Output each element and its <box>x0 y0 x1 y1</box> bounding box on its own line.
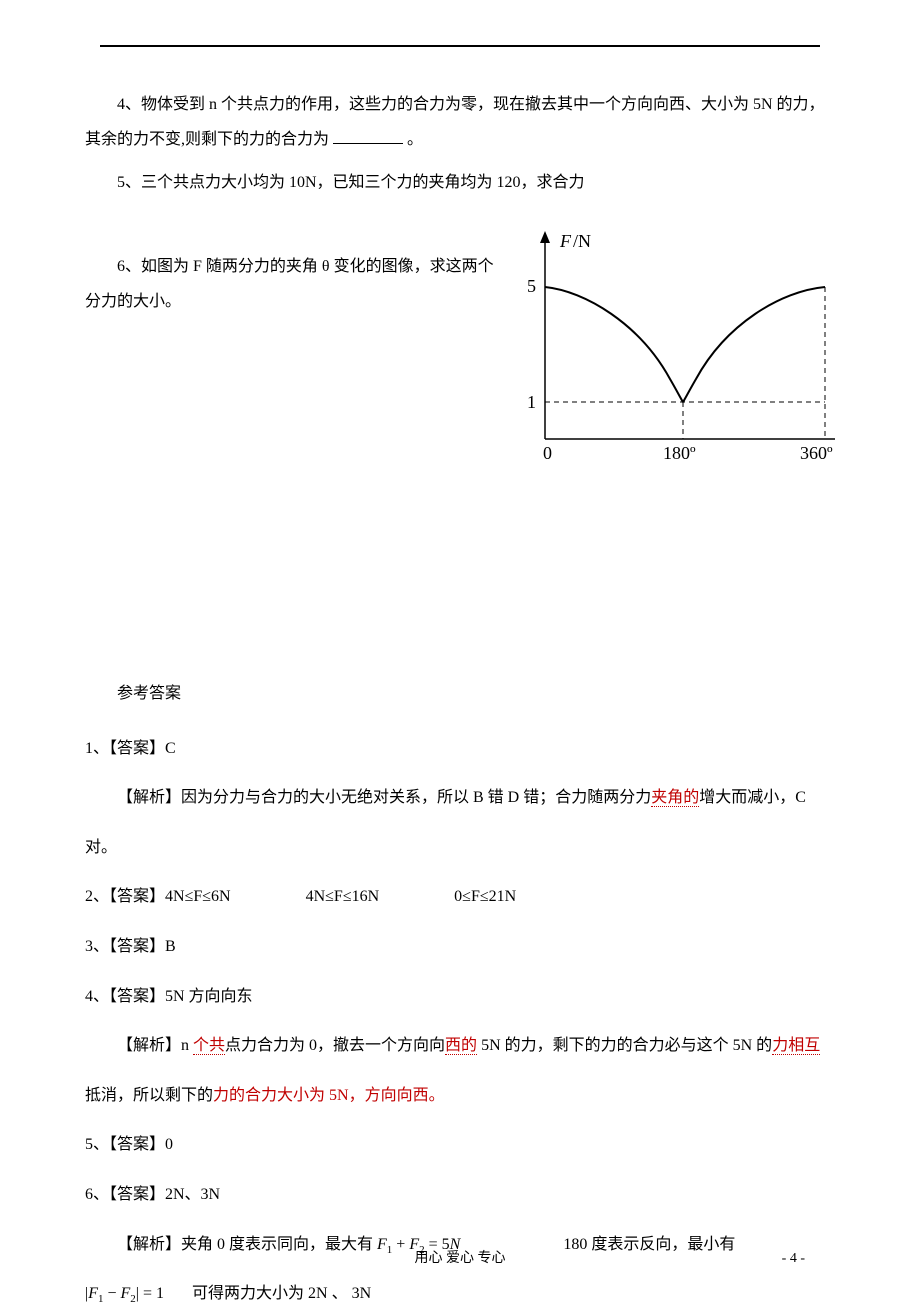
answer-1-label: 1、【答案】C <box>85 728 835 770</box>
a6-f2b: F <box>121 1285 131 1302</box>
chart-y-label: F <box>559 231 572 251</box>
a6-f2a: F <box>88 1285 98 1302</box>
a4-red3: 力相互 <box>772 1037 820 1055</box>
question-6-wrapper: 6、如图为 F 随两分力的夹角 θ 变化的图像，求这两个 分力的大小。 F /N… <box>85 249 835 529</box>
a1-end: 对。 <box>85 827 835 869</box>
answer-6-label: 6、【答案】2N、3N <box>85 1174 835 1216</box>
a2-v2: 4N≤F≤16N <box>306 876 380 918</box>
chart-ytick-1: 1 <box>527 392 536 412</box>
a4-p3: 5N 的力，剩下的力的合力必与这个 5N 的 <box>477 1037 772 1054</box>
chart-y-label-unit: /N <box>573 231 591 251</box>
q4-suffix: 。 <box>407 131 423 148</box>
header-rule <box>100 45 820 47</box>
answer-1-explain: 【解析】因为分力与合力的大小无绝对关系，所以 B 错 D 错；合力随两分力夹角的… <box>85 777 835 819</box>
question-5: 5、三个共点力大小均为 10N，已知三个力的夹角均为 120，求合力 <box>85 165 835 200</box>
q6-line2: 分力的大小。 <box>85 284 495 319</box>
answer-6-explain-line2: |F1 − F2| = 1 可得两力大小为 2N 、 3N <box>85 1273 835 1315</box>
chart-xtick-180: 180º <box>663 443 696 463</box>
a2-label: 2、【答案】 <box>85 888 165 905</box>
question-6-text: 6、如图为 F 随两分力的夹角 θ 变化的图像，求这两个 分力的大小。 <box>85 249 495 319</box>
a1-mid: 增大而减小，C <box>699 789 806 806</box>
a2-v1: 4N≤F≤6N <box>165 888 231 905</box>
answer-2: 2、【答案】4N≤F≤6N 4N≤F≤16N 0≤F≤21N <box>85 876 835 918</box>
a2-v3: 0≤F≤21N <box>454 876 516 918</box>
a1-p1: 【解析】因为分力与合力的大小无绝对关系，所以 B 错 D 错；合力随两分力 <box>117 789 651 806</box>
q5-text: 5、三个共点力大小均为 10N，已知三个力的夹角均为 120，求合力 <box>117 174 585 191</box>
a4-l2-red1: 力的 <box>213 1087 245 1104</box>
a6-end: 可得两力大小为 2N 、 3N <box>192 1285 371 1302</box>
q6-line1: 6、如图为 F 随两分力的夹角 θ 变化的图像，求这两个 <box>85 249 495 284</box>
q4-blank <box>333 143 403 144</box>
chart-ytick-5: 5 <box>527 276 536 296</box>
answer-4-label: 4、【答案】5N 方向向东 <box>85 976 835 1018</box>
a6-eq2: = 1 <box>139 1285 164 1302</box>
a4-p2: 点力合力为 0，撤去一个方向向 <box>225 1037 445 1054</box>
chart-xtick-0: 0 <box>543 443 552 463</box>
a4-l2-p1: 抵消，所以剩下的 <box>85 1087 213 1104</box>
a4-red2: 西的 <box>445 1037 477 1055</box>
answer-4-explain-line1: 【解析】n 个共点力合力为 0，撤去一个方向向西的 5N 的力，剩下的力的合力必… <box>85 1025 835 1067</box>
answers-header: 参考答案 <box>85 679 835 703</box>
a4-l2-end: 合力大小为 5N，方向向西。 <box>245 1087 445 1104</box>
a6-minus: − <box>103 1285 120 1302</box>
a4-red1: 个共 <box>193 1037 225 1055</box>
q4-text: 4、物体受到 n 个共点力的作用，这些力的合力为零，现在撤去其中一个方向向西、大… <box>85 96 825 148</box>
answer-3: 3、【答案】B <box>85 926 835 968</box>
answer-5: 5、【答案】0 <box>85 1124 835 1166</box>
page-number: - 4 - <box>782 1251 805 1267</box>
question-4: 4、物体受到 n 个共点力的作用，这些力的合力为零，现在撤去其中一个方向向西、大… <box>85 87 835 157</box>
force-angle-chart: F /N 5 1 0 180º 360º <box>495 219 875 489</box>
a1-red1: 夹角的 <box>651 789 699 807</box>
chart-xtick-360: 360º <box>800 443 833 463</box>
a4-p1: 【解析】n <box>117 1037 193 1054</box>
answer-4-explain-line2: 抵消，所以剩下的力的合力大小为 5N，方向向西。 <box>85 1075 835 1117</box>
